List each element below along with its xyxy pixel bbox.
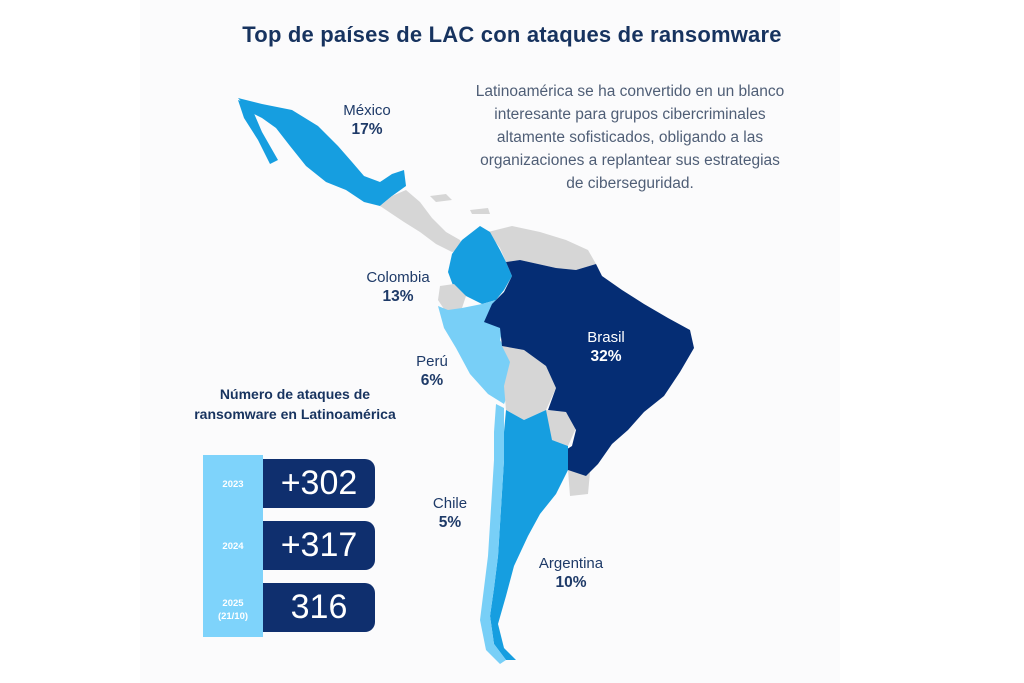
year-label-2024: 2024: [222, 541, 244, 552]
country-name: Perú: [416, 353, 448, 370]
map-region-uruguay: [568, 470, 590, 496]
country-percent: 13%: [382, 288, 414, 305]
map-region-baja-california: [238, 100, 278, 164]
country-label-brasil: Brasil 32%: [574, 328, 638, 366]
map-region-brasil: [484, 260, 694, 476]
stat-value-2023: +302: [263, 459, 375, 508]
map-region-argentina: [490, 410, 568, 660]
stat-value-2024: +317: [263, 521, 375, 570]
map-region-central-america: [380, 190, 464, 252]
map-region-ecuador: [438, 284, 466, 312]
year-note-2025: (21/10): [217, 611, 249, 622]
year-label-2023: 2023: [222, 479, 244, 490]
year-label-2025: 2025: [222, 598, 244, 609]
country-percent: 5%: [438, 514, 462, 531]
country-name: Argentina: [538, 555, 604, 572]
map-region-peru: [438, 300, 512, 404]
country-percent: 17%: [351, 121, 383, 138]
country-label-peru: Perú 6%: [400, 352, 464, 390]
country-label-chile: Chile 5%: [418, 494, 482, 532]
map-region-venezuela-guianas: [488, 226, 596, 270]
stats-title: Número de ataques de ransomware en Latin…: [194, 386, 396, 422]
country-label-colombia: Colombia 13%: [356, 268, 440, 306]
country-name: Colombia: [366, 269, 430, 286]
country-name: Chile: [432, 495, 468, 512]
country-name: México: [343, 102, 391, 119]
map-region-colombia: [448, 226, 512, 304]
country-percent: 32%: [590, 348, 622, 365]
country-name: Brasil: [587, 329, 625, 346]
country-label-argentina: Argentina 10%: [524, 554, 618, 592]
page-title: Top de países de LAC con ataques de rans…: [242, 22, 782, 47]
map-region-mexico: [238, 98, 406, 206]
map-region-bolivia: [502, 346, 556, 420]
stat-value-2025: 316: [263, 583, 375, 632]
country-label-mexico: México 17%: [330, 101, 404, 139]
year-column: [203, 455, 263, 637]
country-percent: 6%: [420, 372, 444, 389]
map-region-chile: [480, 404, 506, 664]
map-region-caribbean-islands: [430, 194, 490, 214]
intro-text: Latinoamérica se ha convertido en un bla…: [475, 83, 785, 192]
country-percent: 10%: [555, 574, 587, 591]
